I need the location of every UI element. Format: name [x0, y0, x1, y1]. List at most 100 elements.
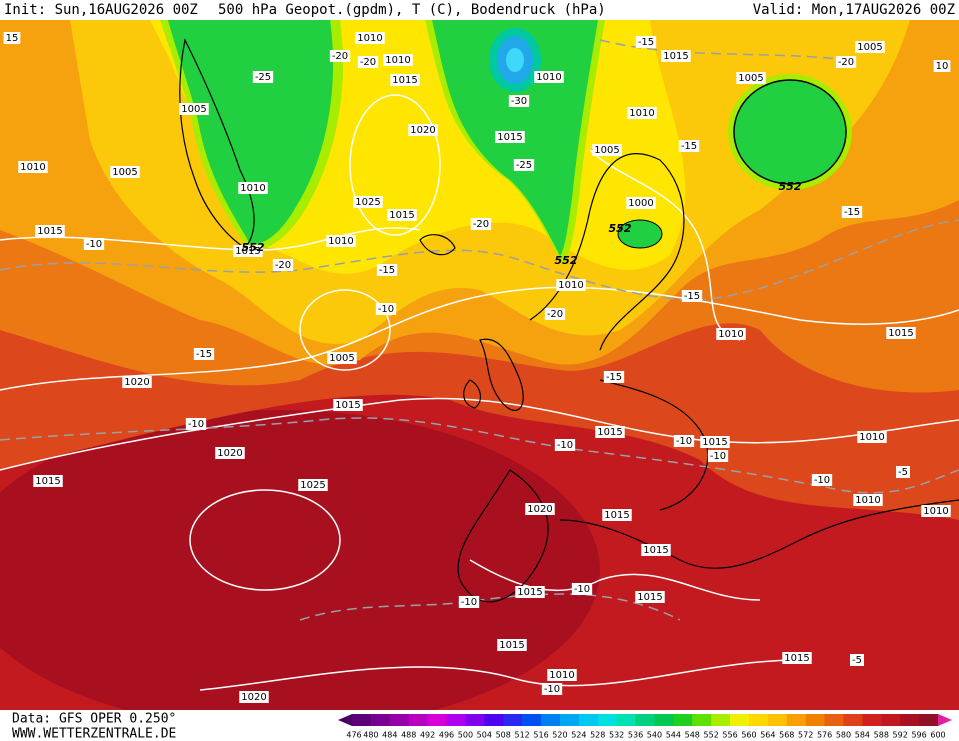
- label-text: -20: [838, 57, 854, 68]
- label-text: 1010: [240, 183, 265, 194]
- contour-label: 1010: [355, 32, 385, 44]
- label-box: [326, 235, 356, 247]
- label-text: 1015: [35, 476, 60, 487]
- contour-label: -20: [470, 218, 492, 230]
- label-box: [673, 435, 695, 447]
- label-box: [215, 447, 245, 459]
- label-text: -10: [378, 304, 394, 315]
- colorbar-label: 556: [722, 731, 737, 740]
- contour-label: -5: [850, 654, 864, 666]
- label-box: [547, 669, 577, 681]
- label-box: [508, 95, 530, 107]
- colorbar-label: 600: [930, 731, 945, 740]
- colorbar-label: 508: [496, 731, 511, 740]
- colorbar-cell: [597, 714, 618, 726]
- label-box: [571, 583, 593, 595]
- contour-label: 1015: [595, 426, 625, 438]
- contour-label: 1015: [390, 74, 420, 86]
- colorbar-cell: [408, 714, 429, 726]
- colorbar-label: 496: [439, 731, 454, 740]
- label-text: -20: [473, 219, 489, 230]
- label-box: [700, 436, 730, 448]
- colorbar-cell: [635, 714, 655, 726]
- contour-label: 1015: [700, 436, 730, 448]
- label-text: 1015: [517, 587, 542, 598]
- label-box: [122, 376, 152, 388]
- label-box: [513, 159, 535, 171]
- label-text: 1010: [549, 670, 574, 681]
- label-box: [886, 327, 916, 339]
- contour-label: 1010: [716, 328, 746, 340]
- label-box: [850, 654, 864, 666]
- data-source: Data: GFS OPER 0.250°: [12, 712, 176, 727]
- label-text: 1000: [628, 198, 653, 209]
- field-high: [0, 410, 600, 710]
- colorbar-label: 480: [363, 731, 378, 740]
- colorbar-label: 572: [798, 731, 813, 740]
- label-text: -15: [379, 265, 395, 276]
- colorbar-label: 524: [571, 731, 586, 740]
- label-text: -15: [638, 37, 654, 48]
- contour-label: 1010: [238, 182, 268, 194]
- label-box: [233, 245, 263, 257]
- label-box: [408, 124, 438, 136]
- label-text: 1010: [558, 280, 583, 291]
- label-text: 15: [6, 33, 19, 44]
- contour-label: -10: [707, 450, 729, 462]
- label-box: [857, 431, 887, 443]
- label-text: 1015: [499, 640, 524, 651]
- contour-label: -10: [83, 238, 105, 250]
- label-text: 1010: [536, 72, 561, 83]
- label-text: 1015: [784, 653, 809, 664]
- contour-label: 1025: [353, 196, 383, 208]
- label-text: -10: [574, 584, 590, 595]
- green-area: [733, 79, 847, 185]
- contour-label: -10: [673, 435, 695, 447]
- header-band: [0, 0, 959, 20]
- contour-label: 1015: [886, 327, 916, 339]
- colorbar-label: 560: [741, 731, 756, 740]
- green-area: [168, 20, 334, 245]
- contour-label: -20: [544, 308, 566, 320]
- label-box: [193, 348, 215, 360]
- label-text: -10: [710, 451, 726, 462]
- contour-label: 1000: [626, 197, 656, 209]
- label-text: 1025: [355, 197, 380, 208]
- label-text: -15: [844, 207, 860, 218]
- website: WWW.WETTERZENTRALE.DE: [12, 727, 176, 741]
- contour-label: 1010: [853, 494, 883, 506]
- colorbar-cell: [881, 714, 901, 726]
- label-text: -10: [676, 436, 692, 447]
- label-box: [298, 479, 328, 491]
- contour-label: -20: [329, 50, 351, 62]
- label-text: -10: [461, 597, 477, 608]
- isobars: [0, 94, 959, 691]
- colorbar-label: 568: [779, 731, 794, 740]
- label-text: 1010: [328, 236, 353, 247]
- label-box: [239, 691, 269, 703]
- colorbar-end: [938, 714, 952, 726]
- label-text: -10: [86, 239, 102, 250]
- colorbar-cell: [862, 714, 882, 726]
- label-box: [736, 72, 766, 84]
- colorbar-label: 492: [420, 731, 435, 740]
- label-box: [470, 218, 492, 230]
- contour-label: 1005: [855, 41, 885, 53]
- contour-label: 1005: [592, 144, 622, 156]
- label-text: -20: [332, 51, 348, 62]
- label-text: -20: [275, 260, 291, 271]
- contour-label: 1005: [736, 72, 766, 84]
- label-box: [383, 54, 413, 66]
- label-text: 1010: [923, 506, 948, 517]
- colorbar-label: 488: [401, 731, 416, 740]
- label-box: [933, 60, 951, 72]
- contour-label: 1015: [661, 50, 691, 62]
- contour-label: 1010: [326, 235, 356, 247]
- colorbar-label: 516: [533, 731, 548, 740]
- contour-label: 1015: [387, 209, 417, 221]
- contour-label: 1010: [627, 107, 657, 119]
- label-box: [595, 426, 625, 438]
- colorbar-cell: [692, 714, 712, 726]
- label-text: 1015: [702, 437, 727, 448]
